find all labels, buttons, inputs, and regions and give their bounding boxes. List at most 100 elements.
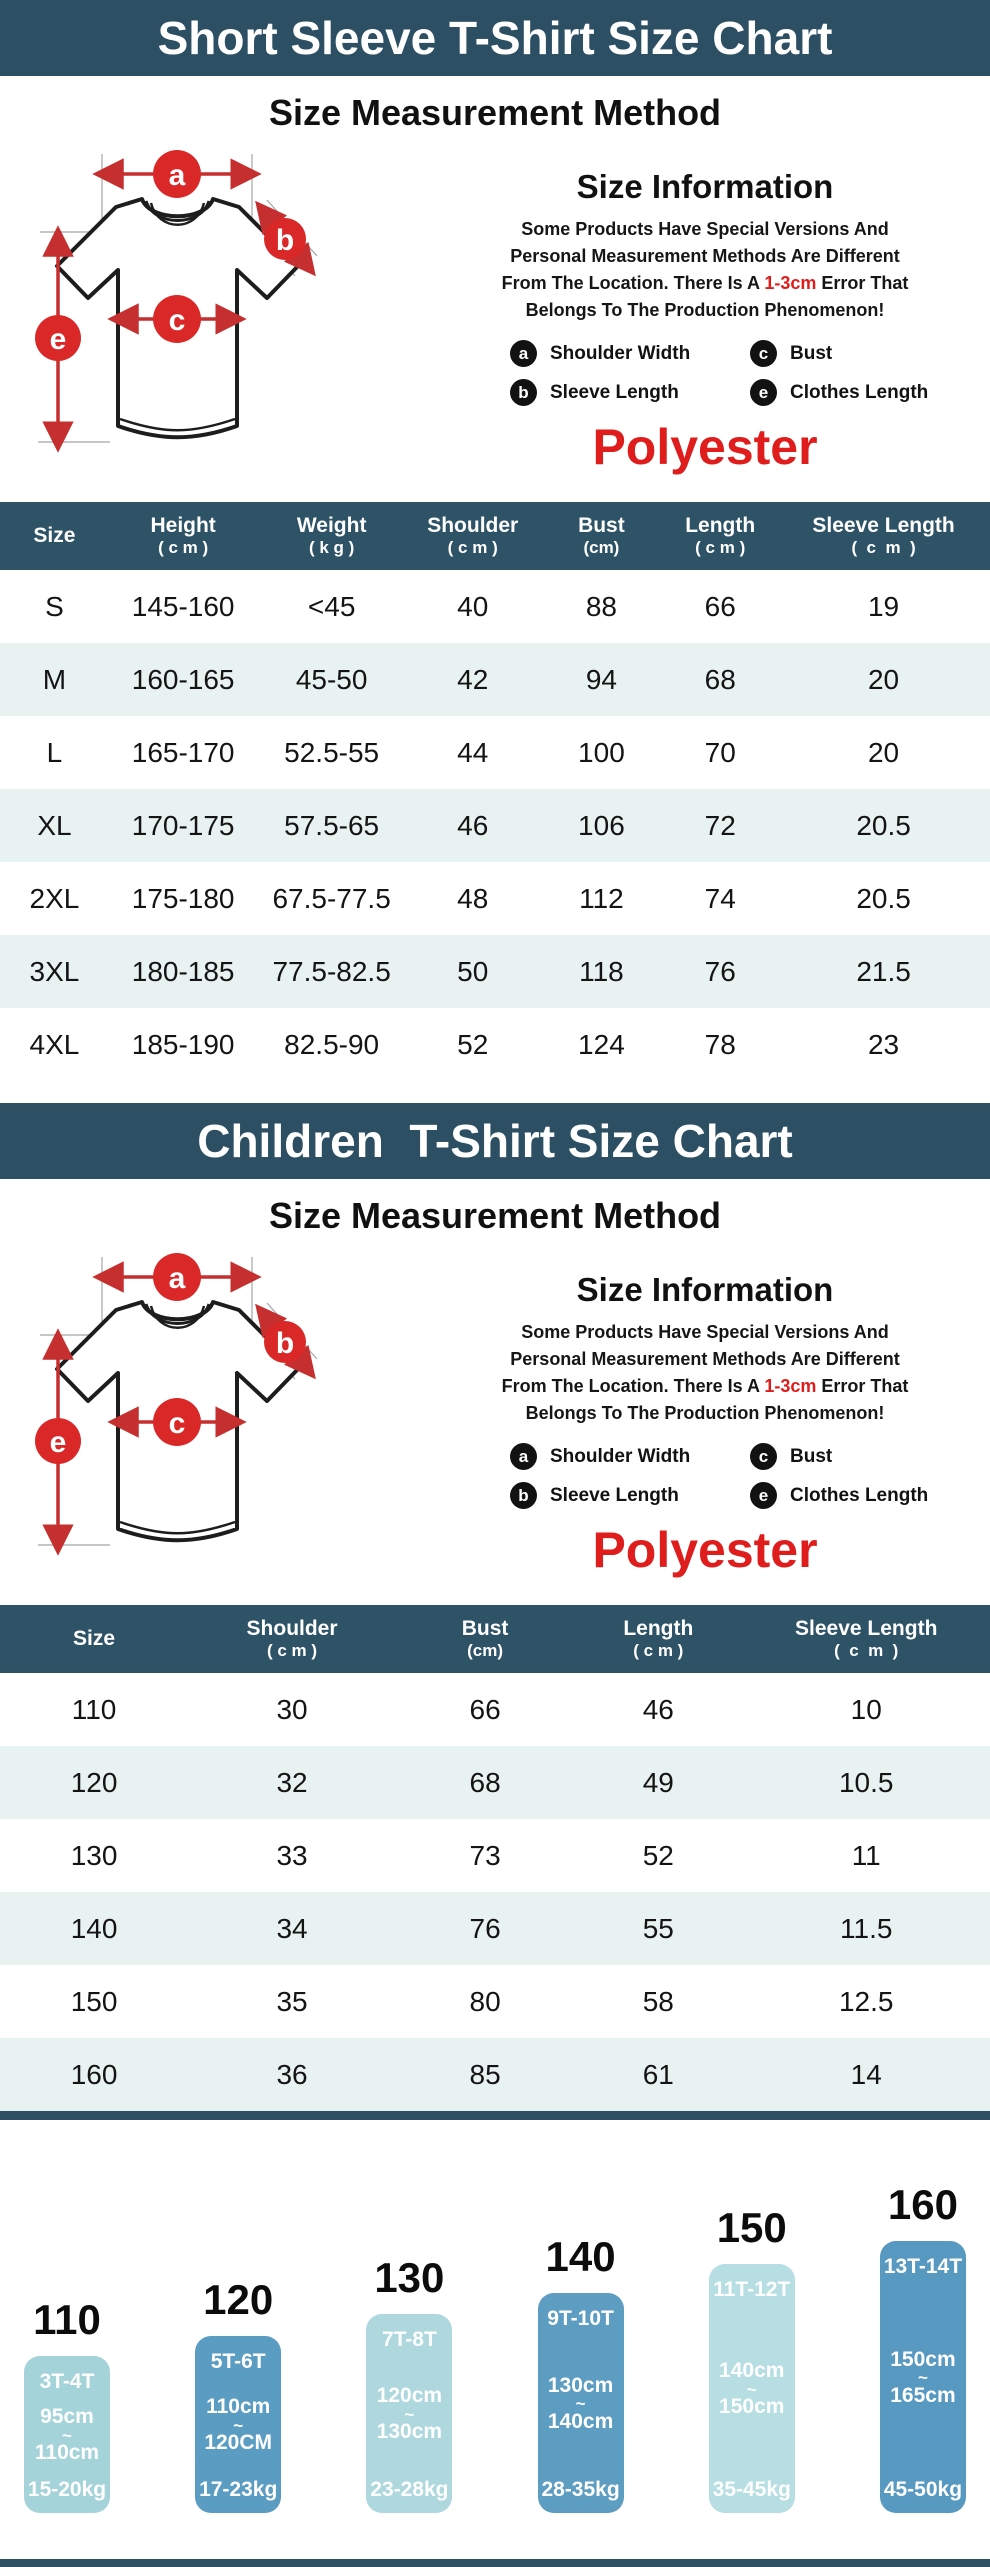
bar-height-text: 150cm [719,2395,785,2419]
bar-size-label: 150 [716,2204,787,2251]
size-cell: 11.5 [840,1912,893,1944]
size-cell: 52 [457,1028,489,1060]
bar-height-text: ~ [575,2394,586,2414]
bar-height-text: ~ [404,2404,415,2424]
svg-text:a: a [169,159,186,192]
size-cell: L [46,736,63,768]
size-cell: 20.5 [856,882,911,914]
letter-e-badge-icon: e [750,379,777,406]
size-cell: 4XL [29,1028,80,1060]
size-bar: 9T-10T 130cm ~140cm 28-35kg [537,2293,624,2513]
size-cell: 30 [276,1693,308,1725]
bar-size-label: 130 [374,2254,445,2301]
size-cell: 34 [276,1912,308,1944]
svg-text:a: a [169,1262,186,1295]
column-header-label: Weight [296,513,367,537]
bar-age-range: 13T-14T [883,2255,963,2278]
material-label: Polyester [592,419,818,475]
table-row: 160 36 85 61 14 [0,2038,990,2111]
size-cell: 180-185 [131,955,235,987]
column-header-label: Bust [578,513,625,537]
size-cell: 44 [457,736,489,768]
size-bar: 11T-12T 140cm ~150cm 35-45kg [708,2264,795,2513]
size-info-line: Belongs To The Production Phenomenon! [525,300,885,320]
table-row: 2XL 175-180 67.5-77.5 48 112 74 20.5 [0,862,990,935]
tolerance-value: 1-3cm [764,273,817,293]
size-cell: 67.5-77.5 [272,882,391,914]
size-info-title: Size Information [576,168,834,205]
bar-size-label: 110 [33,2296,101,2343]
tshirt-measurement-diagram: a b c e [24,1245,356,1585]
children-size-info: Size Information Some Products Have Spec… [438,1245,972,1585]
size-cell: 66 [704,590,736,622]
bar-weight-range: 15-20kg [27,2477,107,2501]
size-cell: 120 [70,1766,118,1798]
size-cell: 33 [276,1839,308,1871]
bar-age-range: 5T-6T [210,2350,266,2373]
size-info-line: Some Products Have Special Versions And [521,1322,889,1342]
tshirt-diagram-svg: a b c e [35,1253,318,1556]
legend-item-shoulder-width: a Shoulder Width [510,340,750,367]
size-cell: 72 [704,809,736,841]
bar-height-text: 140cm [719,2359,785,2383]
size-cell: 145-160 [131,590,235,622]
column-header: Bust (cm) [539,502,664,570]
column-header-unit: ( c m ) [695,537,746,557]
legend-item-shoulder-width: a Shoulder Width [510,1443,750,1470]
size-info-line: From The Location. There Is A 1-3cm Erro… [502,270,909,297]
size-info-line: Some Products Have Special Versions And [521,219,889,239]
size-bar-group: 150 11T-12T 140cm ~150cm 35-45kg [708,2204,795,2513]
letter-a-badge-icon: a [510,340,537,367]
bar-height-text: ~ [62,2425,72,2445]
size-cell: 55 [642,1912,674,1944]
size-cell: 42 [457,663,489,695]
bar-age-range: 11T-12T [713,2278,791,2301]
tshirt-diagram-svg: a b c e [35,150,318,453]
table-row: 130 33 73 52 11 [0,1819,990,1892]
size-bar-group: 140 9T-10T 130cm ~140cm 28-35kg [537,2233,624,2513]
size-cell: 23 [867,1028,900,1060]
size-cell: 80 [469,1985,501,2017]
size-cell: 165-170 [131,736,235,768]
column-header-unit: ( k g ) [308,537,355,557]
svg-text:e: e [50,323,67,356]
table-row: 120 32 68 49 10.5 [0,1746,990,1819]
column-header: Height( c m ) [108,502,258,570]
column-header: Size [0,1605,189,1673]
size-bar-group: 130 7T-8T 120cm ~130cm 23-28kg [366,2254,453,2513]
size-cell: 40 [457,590,489,622]
legend-item-bust: c Bust [750,340,972,367]
adult-size-table: Size Height( c m ) Weight( k g ) Shoulder( … [0,502,990,1081]
measurement-legend: a Shoulder Width c Bust b Sleeve Length e Cl… [438,1443,972,1509]
size-cell: 58 [642,1985,674,2017]
letter-e-badge-icon: e [750,1482,777,1509]
column-header-unit: ( c m ) [158,537,209,557]
size-bar: 7T-8T 120cm ~130cm 23-28kg [366,2314,453,2513]
size-cell: 46 [457,809,489,841]
bar-height-range: 110cm ~120CM [204,2395,272,2455]
size-cell: 66 [469,1693,501,1725]
size-info-line: From The Location. There Is A 1-3cm Erro… [502,1373,909,1400]
bar-height-range: 120cm ~130cm [377,2384,442,2444]
bar-height-text: 95cm [40,2405,94,2429]
size-info-line: Personal Measurement Methods Are Differe… [510,1349,900,1369]
bar-height-text: 130cm [376,2420,443,2444]
children-method-title: Size Measurement Method [268,1195,722,1236]
size-cell: 76 [704,955,736,987]
column-header: Size [0,502,109,570]
size-cell: 160 [70,2058,118,2090]
size-cell: 100 [578,736,625,768]
column-header-label: Sleeve Length [812,513,955,537]
bar-height-text: 150cm [890,2347,956,2371]
size-cell: 2XL [29,882,80,914]
column-header-label: Size [73,1626,116,1650]
size-bar-group: 120 5T-6T 110cm ~120CM 17-23kg [195,2276,282,2513]
material-label: Polyester [592,1522,818,1578]
table-row: 140 34 76 55 11.5 [0,1892,990,1965]
size-cell: 160-165 [131,663,235,695]
svg-text:b: b [276,224,294,257]
size-cell: 36 [276,2058,308,2090]
size-cell: 112 [579,882,624,914]
tolerance-value: 1-3cm [764,1376,817,1396]
column-header: Sleeve Length( c m ) [742,1605,990,1673]
